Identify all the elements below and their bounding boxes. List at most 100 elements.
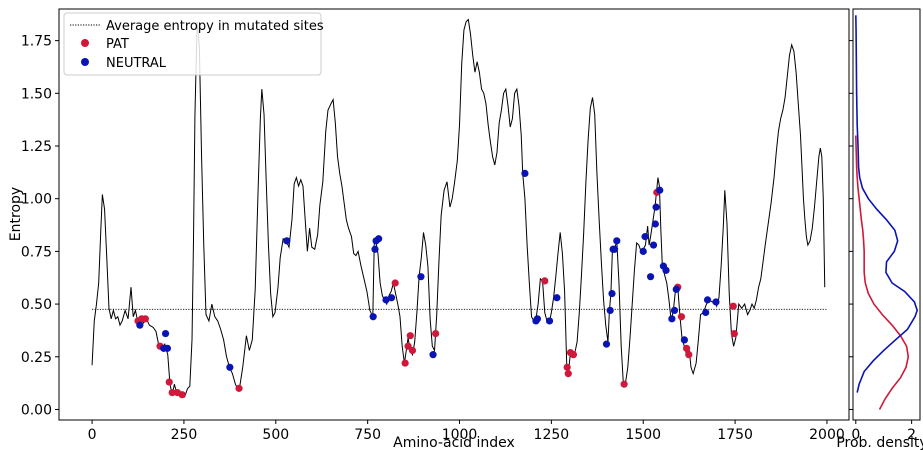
y-tick-label: 0.25: [21, 350, 52, 366]
pat-point: [563, 363, 571, 371]
x-tick-label: 0: [88, 427, 97, 443]
neutral-point: [429, 351, 437, 359]
x-tick-label: 1000: [442, 427, 478, 443]
neutral-point: [417, 273, 425, 281]
pat-point: [401, 359, 409, 367]
x-tick-label: 1750: [717, 427, 753, 443]
neutral-point: [602, 340, 611, 348]
neutral-point: [545, 317, 554, 325]
legend-avg-label: Average entropy in mutated sites: [106, 19, 324, 34]
pat-point: [168, 389, 176, 397]
neutral-point: [161, 329, 170, 338]
y-tick-label: 0.00: [21, 402, 52, 418]
neutral-point: [662, 266, 670, 274]
y-tick-label: 0.50: [21, 297, 52, 313]
pat-point: [620, 380, 628, 388]
pat-point: [165, 378, 173, 386]
neutral-point: [703, 296, 712, 304]
neutral-point: [649, 241, 658, 249]
density-x-tick-label: 2: [907, 427, 916, 443]
y-tick-label: 1.25: [21, 139, 52, 155]
neutral-point: [680, 336, 688, 344]
y-tick-label: 1.50: [21, 86, 52, 102]
pat-point: [178, 391, 186, 399]
neutral-point: [533, 315, 542, 323]
y-tick-label: 0.75: [21, 244, 52, 260]
neutral-point: [283, 237, 291, 245]
neutral-point: [670, 306, 679, 314]
x-tick-label: 250: [171, 427, 198, 443]
neutral-point: [371, 245, 379, 253]
neutral-point: [639, 247, 647, 255]
density-axes-frame: [852, 8, 921, 421]
pat-point: [141, 315, 149, 323]
neutral-point: [646, 273, 655, 281]
neutral-point: [672, 285, 680, 293]
pat-point: [569, 351, 578, 359]
pat-point: [682, 344, 691, 352]
density-x-tick-label: 0: [851, 427, 860, 443]
legend: Average entropy in mutated sites PAT NEU…: [63, 12, 324, 76]
pat-point: [677, 313, 686, 321]
x-tick-label: 1500: [625, 427, 661, 443]
neutral-point: [702, 308, 710, 317]
legend-box: [63, 12, 322, 76]
x-tick-label: 2000: [809, 427, 845, 443]
pat-point: [564, 370, 572, 378]
main-plot-content: [91, 18, 827, 399]
neutral-point: [553, 294, 561, 302]
neutral-point: [163, 344, 171, 352]
legend-neutral-label: NEUTRAL: [106, 56, 167, 71]
neutral-point: [651, 220, 659, 228]
main-y-ticks: 0.00 0.25 0.50 0.75 1.00 1.25 1.50 1.75: [21, 34, 59, 418]
density-x-label: Prob. density: [836, 435, 923, 450]
legend-neutral-swatch: [81, 58, 89, 66]
pat-point: [391, 279, 399, 287]
neutral-point: [641, 233, 649, 241]
neutral-points: [136, 169, 720, 371]
density-neutral-line: [854, 15, 919, 393]
density-pat-line: [854, 135, 910, 410]
pat-point: [432, 329, 440, 338]
neutral-point: [387, 294, 396, 302]
neutral-point: [668, 315, 676, 323]
main-axes-frame: [58, 8, 850, 421]
main-x-ticks: 0 250 500 750 1000 1250 1500 1750 2000: [88, 420, 845, 443]
y-axis-label: Entropy: [8, 187, 24, 241]
pat-point: [235, 384, 243, 392]
neutral-point: [613, 237, 621, 245]
pat-point: [406, 332, 414, 340]
main-chart: 0 250 500 750 1000 1250 1500 1750 2000 0.000.250…: [8, 8, 850, 450]
density-plot-content: [854, 15, 919, 410]
pat-point: [685, 351, 693, 359]
x-tick-label: 750: [354, 427, 381, 443]
y-tick-label: 1.75: [21, 34, 52, 50]
neutral-point: [521, 169, 529, 177]
y-tick-label: 1.00: [21, 192, 52, 208]
legend-pat-swatch: [81, 39, 89, 47]
x-tick-label: 1250: [534, 427, 570, 443]
legend-pat-label: PAT: [106, 37, 129, 52]
neutral-point: [382, 296, 390, 304]
density-y-ticks: [849, 40, 853, 410]
x-tick-label: 500: [262, 427, 289, 443]
pat-point: [408, 346, 417, 355]
pat-points: [134, 188, 738, 399]
neutral-point: [606, 306, 614, 314]
neutral-point: [136, 321, 144, 329]
neutral-point: [610, 245, 619, 253]
pat-point: [729, 302, 737, 310]
x-axis-label: Amino-acid index: [393, 435, 515, 450]
neutral-point: [226, 363, 234, 371]
neutral-point: [652, 203, 660, 211]
pat-point: [730, 329, 738, 338]
neutral-point: [375, 235, 383, 243]
neutral-point: [608, 289, 616, 298]
pat-point: [541, 277, 549, 285]
entropy-line: [91, 18, 826, 398]
neutral-point: [369, 313, 377, 321]
neutral-point: [712, 298, 720, 306]
